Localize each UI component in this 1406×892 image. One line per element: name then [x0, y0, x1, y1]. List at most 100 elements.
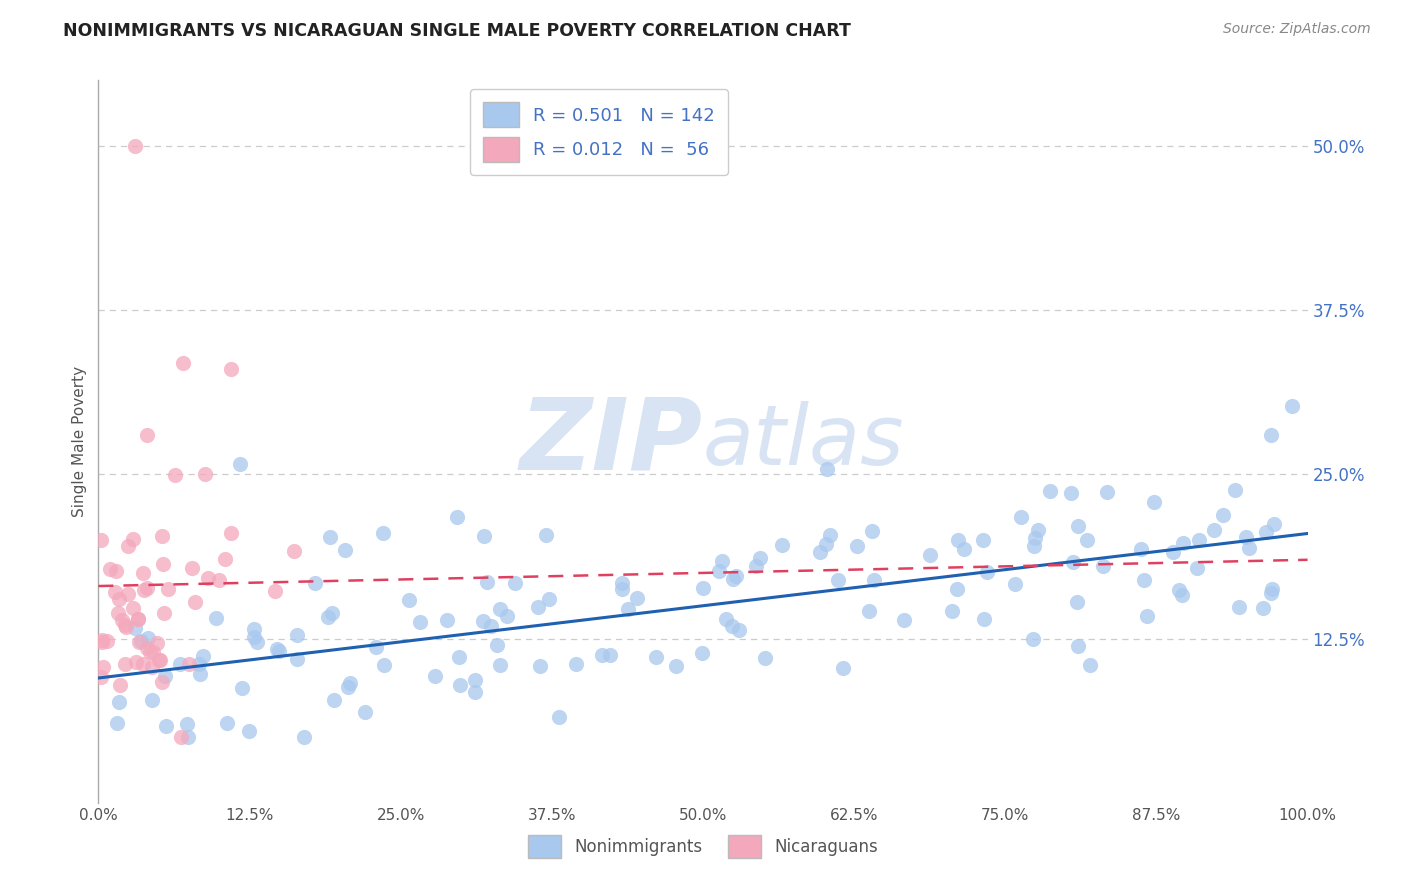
Point	[1028, 523, 1050, 537]
Point	[538, 591, 561, 606]
Point	[1188, 533, 1211, 548]
Point	[972, 533, 994, 547]
Point	[152, 606, 174, 620]
Point	[1078, 657, 1101, 672]
Point	[1022, 539, 1045, 553]
Point	[489, 658, 512, 673]
Point	[464, 685, 486, 699]
Point	[692, 582, 714, 596]
Point	[727, 623, 749, 637]
Point	[1010, 510, 1032, 524]
Point	[90, 670, 112, 684]
Point	[398, 592, 420, 607]
Point	[565, 657, 588, 671]
Point	[436, 613, 458, 627]
Point	[373, 657, 395, 672]
Point	[665, 658, 688, 673]
Point	[946, 533, 969, 548]
Point	[184, 595, 207, 609]
Point	[373, 526, 395, 541]
Point	[322, 692, 344, 706]
Point	[156, 582, 179, 596]
Point	[142, 645, 165, 659]
Point	[165, 468, 187, 483]
Point	[526, 599, 548, 614]
Point	[127, 612, 149, 626]
Point	[1263, 516, 1285, 531]
Point	[98, 562, 121, 576]
Point	[176, 717, 198, 731]
Point	[1062, 555, 1084, 569]
Point	[471, 614, 494, 628]
Point	[720, 619, 742, 633]
Point	[425, 668, 447, 682]
Point	[534, 527, 557, 541]
Point	[219, 525, 242, 540]
Point	[134, 582, 156, 597]
Point	[714, 612, 737, 626]
Point	[141, 660, 163, 674]
Point	[1067, 639, 1090, 653]
Point	[242, 630, 264, 644]
Point	[188, 657, 211, 672]
Point	[1223, 483, 1246, 497]
Point	[1039, 483, 1062, 498]
Point	[153, 669, 176, 683]
Point	[1060, 486, 1083, 500]
Point	[152, 557, 174, 571]
Point	[449, 650, 471, 665]
Point	[238, 723, 260, 738]
Point	[770, 537, 793, 551]
Point	[1173, 535, 1195, 549]
Point	[1260, 582, 1282, 597]
Point	[353, 706, 375, 720]
Point	[745, 559, 768, 574]
Point	[953, 542, 976, 557]
Point	[1067, 519, 1090, 533]
Y-axis label: Single Male Poverty: Single Male Poverty	[72, 366, 87, 517]
Point	[319, 530, 342, 544]
Point	[488, 601, 510, 615]
Point	[333, 543, 356, 558]
Point	[1143, 495, 1166, 509]
Point	[337, 680, 360, 694]
Point	[945, 582, 967, 597]
Point	[285, 628, 308, 642]
Point	[96, 633, 118, 648]
Point	[941, 604, 963, 618]
Point	[117, 540, 139, 554]
Point	[599, 648, 621, 663]
Point	[316, 610, 339, 624]
Point	[725, 569, 748, 583]
Point	[1212, 508, 1234, 522]
Text: atlas: atlas	[703, 401, 904, 482]
Point	[547, 710, 569, 724]
Point	[1260, 428, 1282, 442]
Point	[1004, 576, 1026, 591]
Point	[191, 648, 214, 663]
Point	[108, 678, 131, 692]
Point	[194, 467, 217, 482]
Point	[117, 587, 139, 601]
Point	[1260, 585, 1282, 599]
Point	[710, 554, 733, 568]
Point	[818, 528, 841, 542]
Point	[479, 619, 502, 633]
Point	[690, 646, 713, 660]
Point	[128, 635, 150, 649]
Point	[1202, 523, 1225, 537]
Point	[150, 674, 173, 689]
Point	[129, 634, 152, 648]
Point	[754, 651, 776, 665]
Point	[1091, 559, 1114, 574]
Point	[709, 565, 731, 579]
Point	[808, 545, 831, 559]
Point	[1251, 600, 1274, 615]
Point	[321, 607, 343, 621]
Point	[464, 673, 486, 687]
Point	[228, 457, 250, 471]
Point	[266, 641, 288, 656]
Point	[208, 574, 231, 588]
Point	[243, 623, 266, 637]
Point	[472, 529, 495, 543]
